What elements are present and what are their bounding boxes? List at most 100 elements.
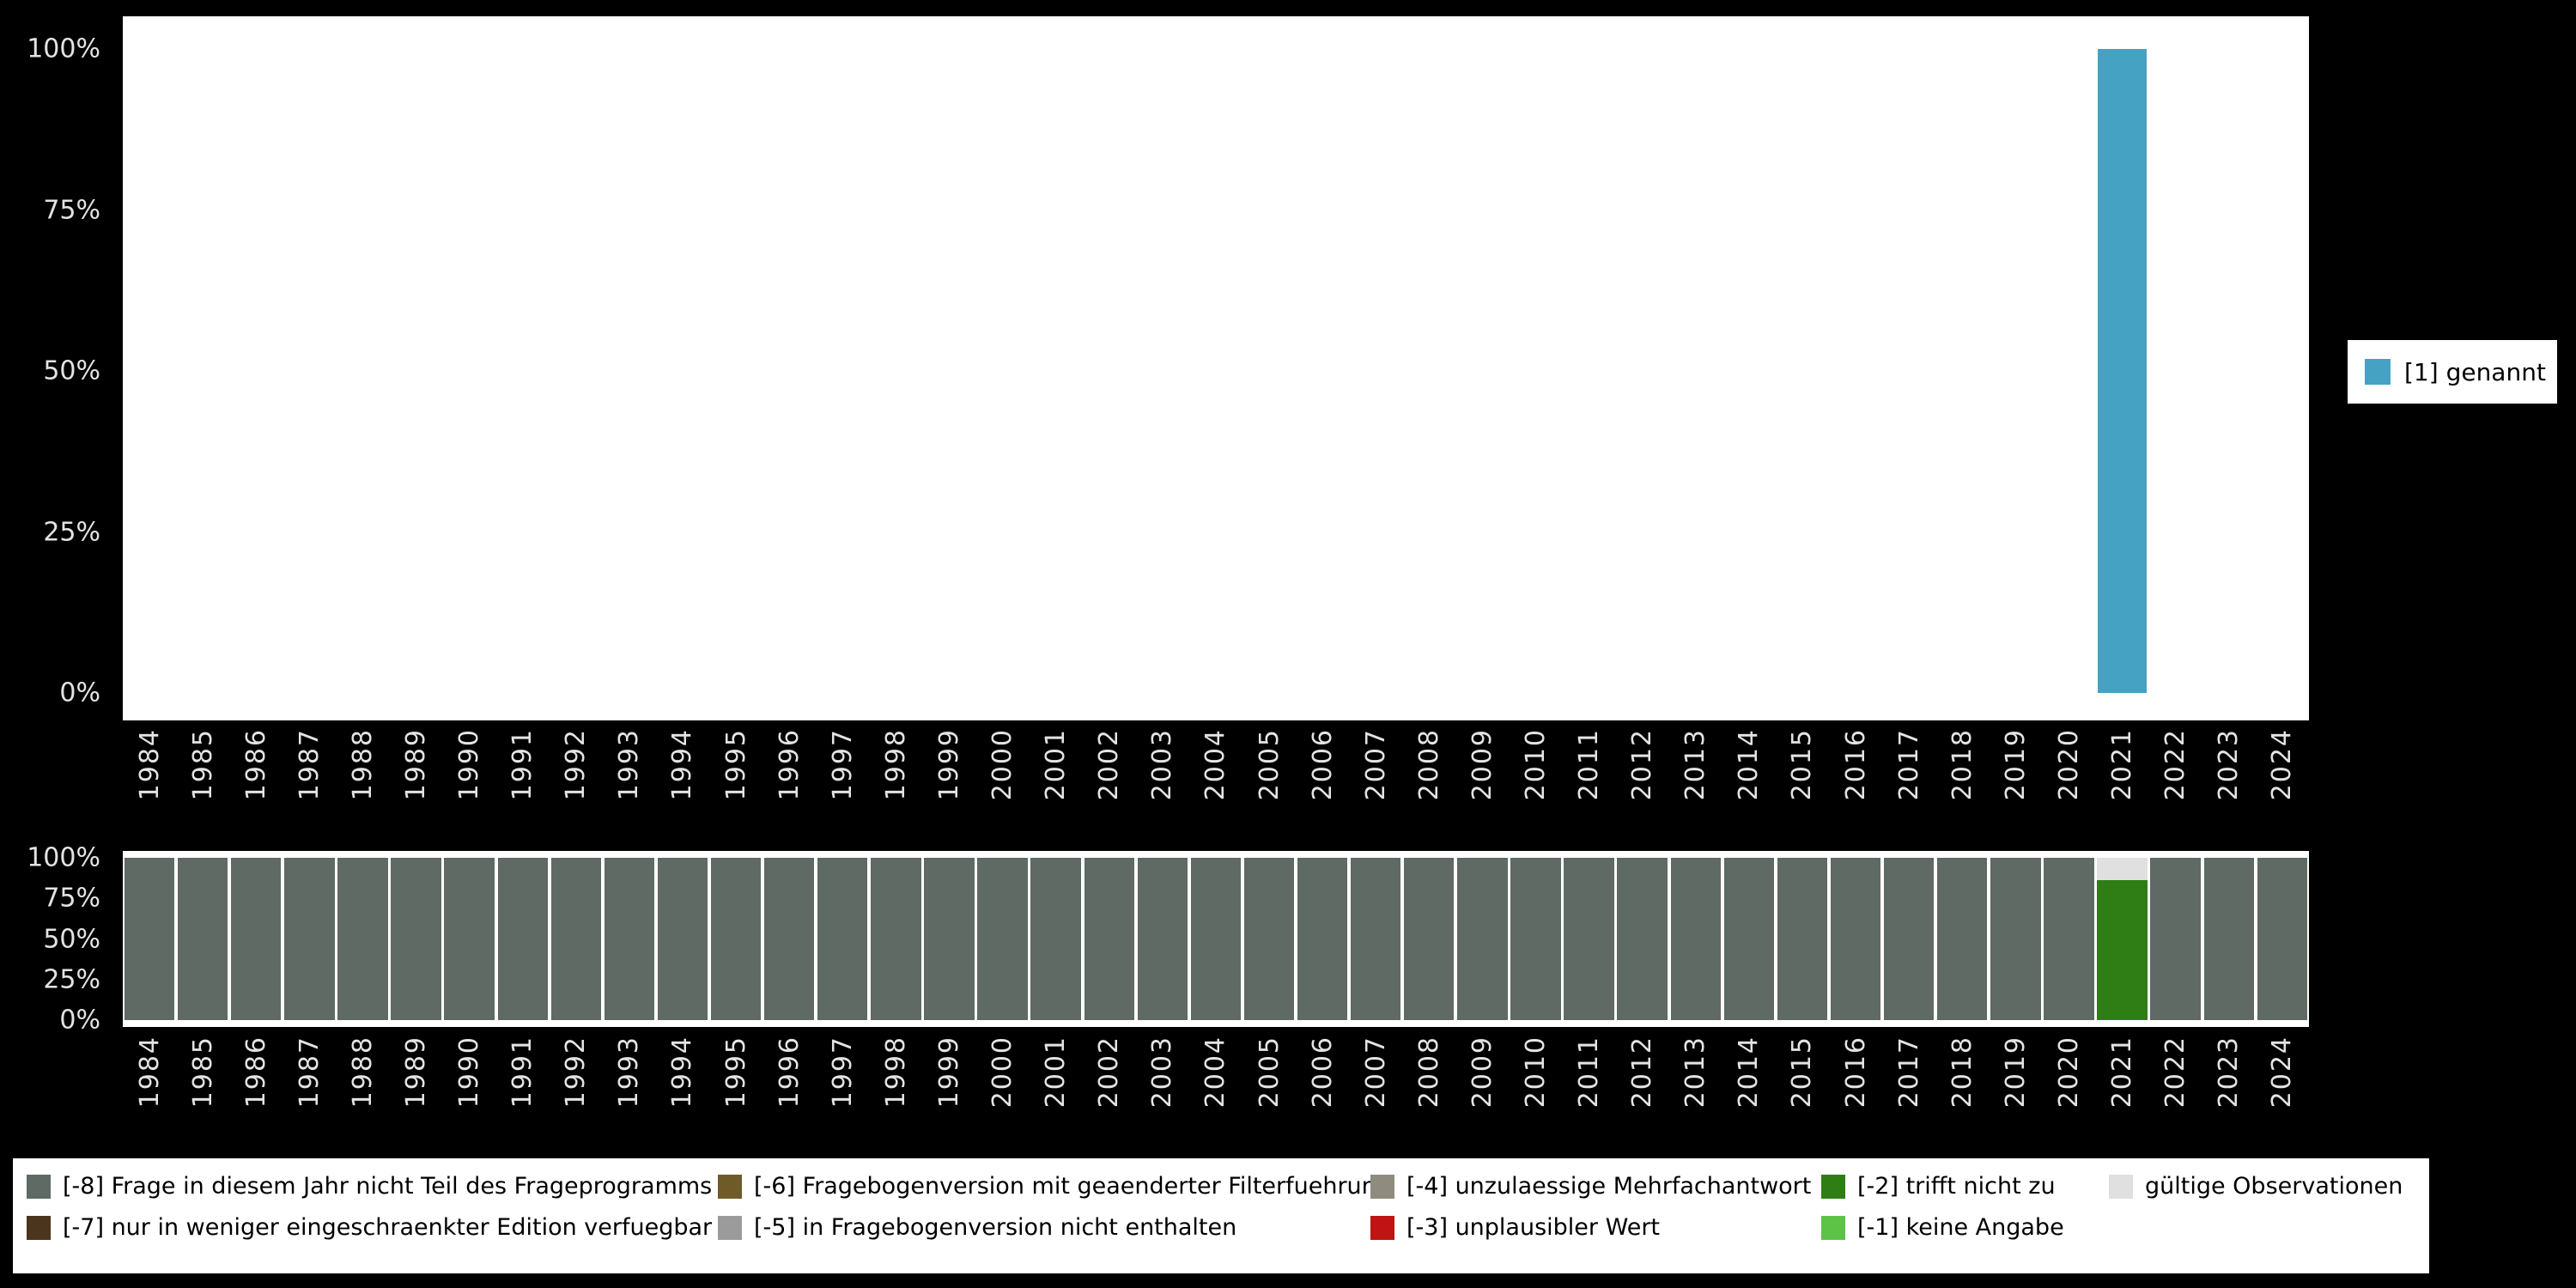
- legend-label: [-4] unzulaessige Mehrfachantwort: [1406, 1173, 1812, 1200]
- segment-1989: [391, 858, 441, 1020]
- stacked-bar-1999: [924, 858, 975, 1020]
- y-tick-100%: 100%: [27, 33, 100, 64]
- segment-1992: [550, 858, 601, 1020]
- segment-1997: [817, 858, 868, 1020]
- top-bar-slot-2013: [1669, 49, 1722, 693]
- legend-column: [-4] unzulaessige Mehrfachantwort [-3] un…: [1370, 1172, 1821, 1242]
- segment-2017: [1883, 858, 1935, 1020]
- segment-2018: [1937, 858, 1988, 1020]
- top-bar-slot-1995: [709, 49, 762, 693]
- segment-2014: [1723, 858, 1775, 1020]
- missings-bar-slot-2019: [1989, 858, 2042, 1020]
- legend-column: [-8] Frage in diesem Jahr nicht Teil des…: [27, 1172, 718, 1242]
- missings-bar-slot-2004: [1189, 858, 1242, 1020]
- top-bar-slot-1992: [550, 49, 603, 693]
- top-bar-slot-2019: [1989, 49, 2042, 693]
- missings-bar-slot-2023: [2202, 858, 2256, 1020]
- top-bar-slot-2001: [1030, 49, 1083, 693]
- missings-bar-slot-1999: [922, 858, 975, 1020]
- legend-item: [-2] trifft nicht zu: [1821, 1172, 2109, 1201]
- top-bar-slot-2004: [1189, 49, 1242, 693]
- stacked-bar-1990: [444, 858, 495, 1020]
- x-tick-2009: 2009: [1467, 1036, 1498, 1109]
- x-tick-1987: 1987: [294, 728, 325, 801]
- top-bar-slot-2000: [976, 49, 1030, 693]
- x-tick-2012: 2012: [1627, 1036, 1658, 1109]
- x-tick-1984: 1984: [134, 728, 165, 801]
- segment-2019: [1990, 858, 2041, 1020]
- stacked-bar-2019: [1990, 858, 2041, 1020]
- y-tick-50%: 50%: [43, 924, 100, 954]
- x-tick-1986: 1986: [240, 728, 271, 801]
- missings-bar-slot-2002: [1083, 858, 1136, 1020]
- missings-bar-slot-1987: [283, 858, 336, 1020]
- stacked-bar-2006: [1297, 858, 1348, 1020]
- stacked-bar-2021: [2097, 858, 2148, 1020]
- segment-2024: [2257, 858, 2307, 1020]
- x-tick-2021: 2021: [2107, 1036, 2138, 1109]
- x-tick-2021: 2021: [2107, 728, 2138, 801]
- x-tick-2017: 2017: [1893, 728, 1924, 801]
- stacked-bar-2017: [1883, 858, 1935, 1020]
- segment-2002: [1084, 858, 1134, 1020]
- x-tick-2013: 2013: [1680, 728, 1711, 801]
- missings-bar-slot-2000: [976, 858, 1030, 1020]
- legend-label: [-7] nur in weniger eingeschraenkter Edi…: [63, 1213, 713, 1241]
- missings-bar-slot-2020: [2042, 858, 2095, 1020]
- x-tick-2005: 2005: [1254, 728, 1285, 801]
- legend-swatch: [718, 1215, 742, 1240]
- top-bar-slot-2015: [1776, 49, 1829, 693]
- x-tick-2016: 2016: [1840, 1036, 1871, 1109]
- x-tick-1991: 1991: [507, 728, 538, 801]
- legend-swatch: [27, 1174, 51, 1199]
- segment-2007: [1351, 858, 1401, 1020]
- stacked-bar-2001: [1030, 858, 1081, 1020]
- y-tick-25%: 25%: [43, 517, 100, 547]
- top-bar-slot-1987: [283, 49, 336, 693]
- x-tick-1988: 1988: [347, 1036, 378, 1109]
- top-bar-slot-1998: [869, 49, 922, 693]
- top-bar-slot-2012: [1616, 49, 1669, 693]
- missings-bar-slot-1989: [389, 858, 442, 1020]
- segment-1984: [124, 858, 175, 1020]
- stacked-bar-2023: [2203, 858, 2254, 1020]
- stacked-bar-1985: [177, 858, 228, 1020]
- x-tick-2010: 2010: [1520, 1036, 1551, 1109]
- missings-bar-slot-2010: [1509, 858, 1562, 1020]
- x-tick-1986: 1986: [240, 1036, 271, 1109]
- stacked-bar-1989: [391, 858, 441, 1020]
- missings-bar-slot-2017: [1882, 858, 1935, 1020]
- top-bar-slot-2005: [1242, 49, 1296, 693]
- top-bar-slot-2007: [1349, 49, 1402, 693]
- x-tick-1997: 1997: [827, 728, 858, 801]
- y-tick-0%: 0%: [59, 677, 100, 708]
- x-tick-1990: 1990: [454, 1036, 485, 1109]
- segment-2004: [1190, 858, 1242, 1020]
- stacked-bar-1992: [550, 858, 601, 1020]
- legend-swatch: [1821, 1174, 1845, 1199]
- legend-item: [-5] in Fragebogenversion nicht enthalte…: [718, 1213, 1370, 1242]
- legend-item: [-7] nur in weniger eingeschraenkter Edi…: [27, 1213, 718, 1242]
- x-tick-2001: 2001: [1041, 728, 1072, 801]
- segment-2020: [2044, 858, 2094, 1020]
- top-bar-slot-1997: [816, 49, 869, 693]
- missings-bar-slot-1990: [443, 858, 496, 1020]
- x-tick-2008: 2008: [1413, 728, 1444, 801]
- x-tick-1995: 1995: [720, 1036, 751, 1109]
- x-tick-2020: 2020: [2053, 1036, 2084, 1109]
- x-tick-2019: 2019: [2000, 728, 2031, 801]
- x-tick-2004: 2004: [1200, 728, 1231, 801]
- x-tick-2019: 2019: [2000, 1036, 2031, 1109]
- top-bar-slot-2022: [2149, 49, 2202, 693]
- missings-bar-slot-2018: [1935, 858, 1989, 1020]
- top-bar-slot-2021: [2095, 49, 2148, 693]
- x-tick-2014: 2014: [1734, 1036, 1765, 1109]
- missings-bar-slot-2003: [1136, 858, 1189, 1020]
- segment-1985: [177, 858, 228, 1020]
- top-bar-slot-2023: [2202, 49, 2256, 693]
- legend-label: [-8] Frage in diesem Jahr nicht Teil des…: [63, 1173, 713, 1200]
- x-tick-2018: 2018: [1947, 1036, 1978, 1109]
- missings-bar-slot-2024: [2256, 858, 2309, 1020]
- missings-bar-slot-1986: [229, 858, 283, 1020]
- top-bar-slot-2017: [1882, 49, 1935, 693]
